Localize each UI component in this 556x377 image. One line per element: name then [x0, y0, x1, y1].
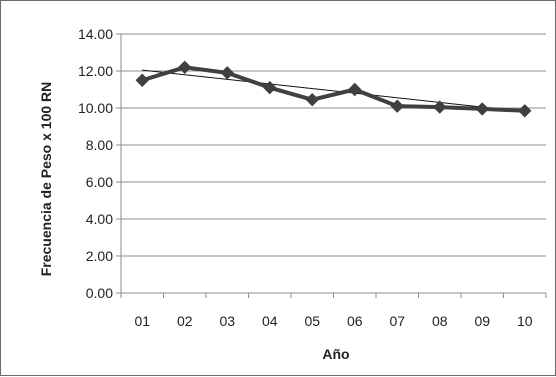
- y-tick-label: 0.00: [86, 285, 113, 301]
- data-point-marker: [178, 60, 192, 75]
- x-tick-label: 09: [474, 313, 490, 329]
- marker-layer: [135, 60, 532, 118]
- x-tick-labels: 01 02 03 04 05 06 07 08 09 10: [134, 313, 532, 329]
- x-tick-label: 06: [347, 313, 363, 329]
- series-line: [140, 65, 527, 113]
- x-tick-label: 07: [389, 313, 405, 329]
- x-tick-label: 04: [262, 313, 278, 329]
- y-axis-title: Frecuencia de Peso x 100 RN: [38, 82, 54, 277]
- data-point-marker: [220, 66, 234, 80]
- y-tick-label: 8.00: [86, 137, 113, 153]
- y-tick-label: 14.00: [78, 26, 113, 42]
- gridlines: [121, 33, 546, 257]
- data-point-marker: [475, 102, 489, 116]
- data-point-marker: [135, 73, 149, 87]
- data-point-marker: [390, 99, 404, 113]
- trendline-layer: [142, 69, 525, 113]
- x-tick-label: 03: [219, 313, 235, 329]
- trendline: [142, 69, 525, 113]
- data-point-marker: [518, 104, 532, 118]
- y-tick-labels: 0.00 2.00 4.00 6.00 8.00 10.00 12.00 14.00: [78, 26, 113, 301]
- data-point-marker: [263, 80, 277, 95]
- y-tick-label: 10.00: [78, 100, 113, 116]
- series-layer: [140, 65, 527, 113]
- x-tick-label: 05: [304, 313, 320, 329]
- data-point-marker: [305, 92, 319, 107]
- x-axis-title: Año: [322, 346, 349, 362]
- y-tick-label: 2.00: [86, 248, 113, 264]
- x-tick-label: 08: [432, 313, 448, 329]
- y-tick-label: 4.00: [86, 211, 113, 227]
- x-tick-label: 10: [517, 313, 533, 329]
- axes: [116, 33, 547, 298]
- x-tick-label: 02: [177, 313, 193, 329]
- data-point-marker: [433, 100, 447, 114]
- y-tick-label: 6.00: [86, 174, 113, 190]
- y-tick-label: 12.00: [78, 63, 113, 79]
- data-point-marker: [348, 82, 362, 97]
- x-tick-label: 01: [134, 313, 150, 329]
